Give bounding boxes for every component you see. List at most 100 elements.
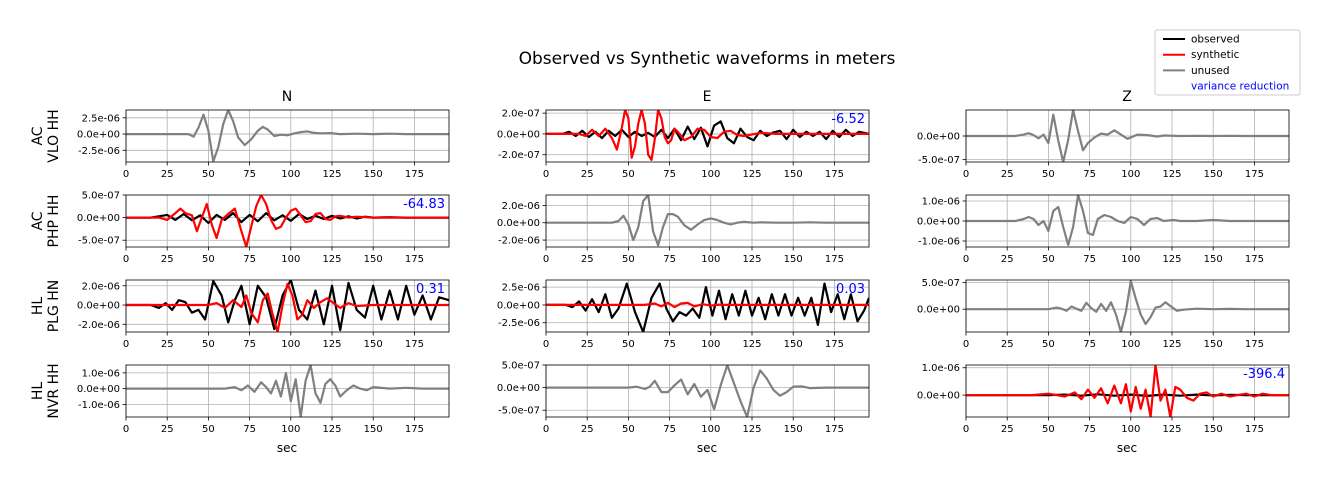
- row-station-label: PHP HH: [46, 195, 62, 248]
- y-tick-label: 2.0e-06: [502, 201, 540, 212]
- column-title-e: E: [703, 89, 712, 105]
- synthetic-series-line: [966, 365, 1289, 417]
- row-station-label: VLO HH: [46, 109, 62, 162]
- unused-series-line: [966, 110, 1289, 162]
- row-network-label: HL: [30, 382, 46, 401]
- variance-reduction-label: -396.4: [1243, 367, 1285, 382]
- panel-php-hh-z: 1.0e-06 0.0e+00 -1.0e-060 25 50 75 100 125 150 17…: [917, 194, 1290, 265]
- x-axis-label-z: sec: [1117, 441, 1137, 455]
- row-label: HL PLG HN: [30, 280, 62, 333]
- x-tick-label: 150: [364, 424, 383, 435]
- x-tick-label: 100: [1121, 254, 1140, 265]
- panel-php-hh-e: 2.0e-06 0.0e+00 -2.0e-060 25 50 75 100 125 150 17…: [497, 194, 870, 265]
- y-tick-label: 5.0e-07: [502, 361, 540, 372]
- row-network-label: AC: [30, 211, 46, 230]
- x-tick-label: 125: [742, 169, 761, 180]
- row-label: AC VLO HH: [30, 109, 62, 162]
- panel-plg-hn-n: 2.0e-06 0.0e+00 -2.0e-060 25 50 75 100 125 150 17…: [77, 279, 450, 350]
- axes-frame: [125, 109, 450, 163]
- x-tick-label: 50: [202, 169, 215, 180]
- x-tick-label: 100: [281, 339, 300, 350]
- y-tick-label: 0.0e+00: [77, 213, 120, 224]
- x-tick-label: 50: [1042, 424, 1055, 435]
- axes-frame: [545, 364, 870, 418]
- x-tick-label: 175: [825, 339, 844, 350]
- y-tick-label: 2.0e-06: [82, 281, 120, 292]
- x-tick-label: 0: [123, 424, 129, 435]
- y-tick-label: -2.0e-06: [78, 320, 120, 331]
- column-title-n: N: [282, 89, 292, 105]
- variance-reduction-label: 0.31: [416, 282, 445, 297]
- x-axis-labels: sec sec sec: [277, 441, 1137, 455]
- x-tick-label: 100: [281, 254, 300, 265]
- x-tick-label: 125: [742, 424, 761, 435]
- x-tick-label: 125: [1162, 339, 1181, 350]
- row-label: AC PHP HH: [30, 195, 62, 248]
- panel-php-hh-n: 5.0e-07 0.0e+00 -5.0e-070 25 50 75 100 125 150 17…: [77, 191, 450, 265]
- row-label: HL NVR HH: [30, 363, 62, 418]
- x-tick-label: 25: [1001, 424, 1014, 435]
- x-tick-label: 0: [123, 254, 129, 265]
- panel-nvr-hh-n: 1.0e-06 0.0e+00 -1.0e-06 0 25 50 75 100 125 150 17…: [77, 364, 450, 435]
- y-tick-label: -5.0e-07: [918, 155, 960, 166]
- row-station-label: PLG HN: [46, 280, 62, 333]
- x-tick-label: 0: [963, 339, 969, 350]
- x-tick-label: 150: [784, 254, 803, 265]
- y-tick-label: 0.0e+00: [497, 218, 540, 229]
- y-tick-label: 0.0e+00: [917, 132, 960, 143]
- x-tick-label: 75: [663, 254, 676, 265]
- x-tick-label: 0: [543, 424, 549, 435]
- x-tick-label: 100: [701, 169, 720, 180]
- y-tick-label: 0.0e+00: [917, 391, 960, 402]
- legend-entry: variance reduction: [1191, 81, 1289, 93]
- x-tick-label: 125: [1162, 254, 1181, 265]
- axes-frame: [545, 194, 870, 248]
- x-tick-label: 0: [123, 339, 129, 350]
- x-tick-label: 50: [1042, 254, 1055, 265]
- x-tick-label: 175: [405, 339, 424, 350]
- y-tick-label: 5.0e-07: [82, 191, 120, 202]
- y-tick-label: 1.0e-06: [922, 363, 960, 374]
- observed-series-line: [546, 282, 869, 332]
- synthetic-series-line: [546, 110, 869, 161]
- x-tick-label: 50: [622, 339, 635, 350]
- x-tick-label: 150: [784, 424, 803, 435]
- x-tick-label: 75: [663, 169, 676, 180]
- x-tick-label: 125: [742, 339, 761, 350]
- x-tick-label: 50: [1042, 339, 1055, 350]
- series-group: [546, 365, 869, 417]
- x-tick-label: 75: [1083, 339, 1096, 350]
- row-network-label: HL: [30, 297, 46, 316]
- y-tick-label: 1.0e-06: [82, 368, 120, 379]
- x-tick-label: 100: [281, 169, 300, 180]
- x-tick-label: 150: [784, 339, 803, 350]
- x-tick-label: 25: [581, 169, 594, 180]
- x-tick-label: 175: [1245, 339, 1264, 350]
- panel-nvr-hh-e: 5.0e-07 0.0e+00 -5.0e-070 25 50 75 100 125 150 17…: [497, 361, 870, 435]
- x-tick-label: 125: [742, 254, 761, 265]
- axes-frame: [125, 194, 450, 248]
- y-tick-label: 0.0e+00: [497, 129, 540, 140]
- variance-reduction-label: -64.83: [403, 197, 445, 212]
- x-tick-label: 50: [202, 424, 215, 435]
- x-tick-label: 100: [1121, 339, 1140, 350]
- x-tick-label: 75: [1083, 254, 1096, 265]
- x-tick-label: 25: [1001, 169, 1014, 180]
- unused-series-line: [966, 280, 1289, 332]
- unused-series-line: [546, 195, 869, 247]
- series-group: [546, 195, 869, 247]
- series-group: [546, 110, 869, 161]
- x-tick-label: 50: [622, 424, 635, 435]
- x-tick-label: 0: [963, 254, 969, 265]
- y-tick-label: 0.0e+00: [497, 383, 540, 394]
- x-tick-label: 25: [161, 424, 174, 435]
- y-tick-label: 1.0e-06: [922, 197, 960, 208]
- column-titles: N E Z: [282, 89, 1132, 105]
- y-tick-label: -1.0e-06: [918, 237, 960, 248]
- x-tick-label: 75: [663, 424, 676, 435]
- x-tick-label: 25: [161, 254, 174, 265]
- x-tick-label: 50: [622, 254, 635, 265]
- axes-frame: [965, 279, 1290, 333]
